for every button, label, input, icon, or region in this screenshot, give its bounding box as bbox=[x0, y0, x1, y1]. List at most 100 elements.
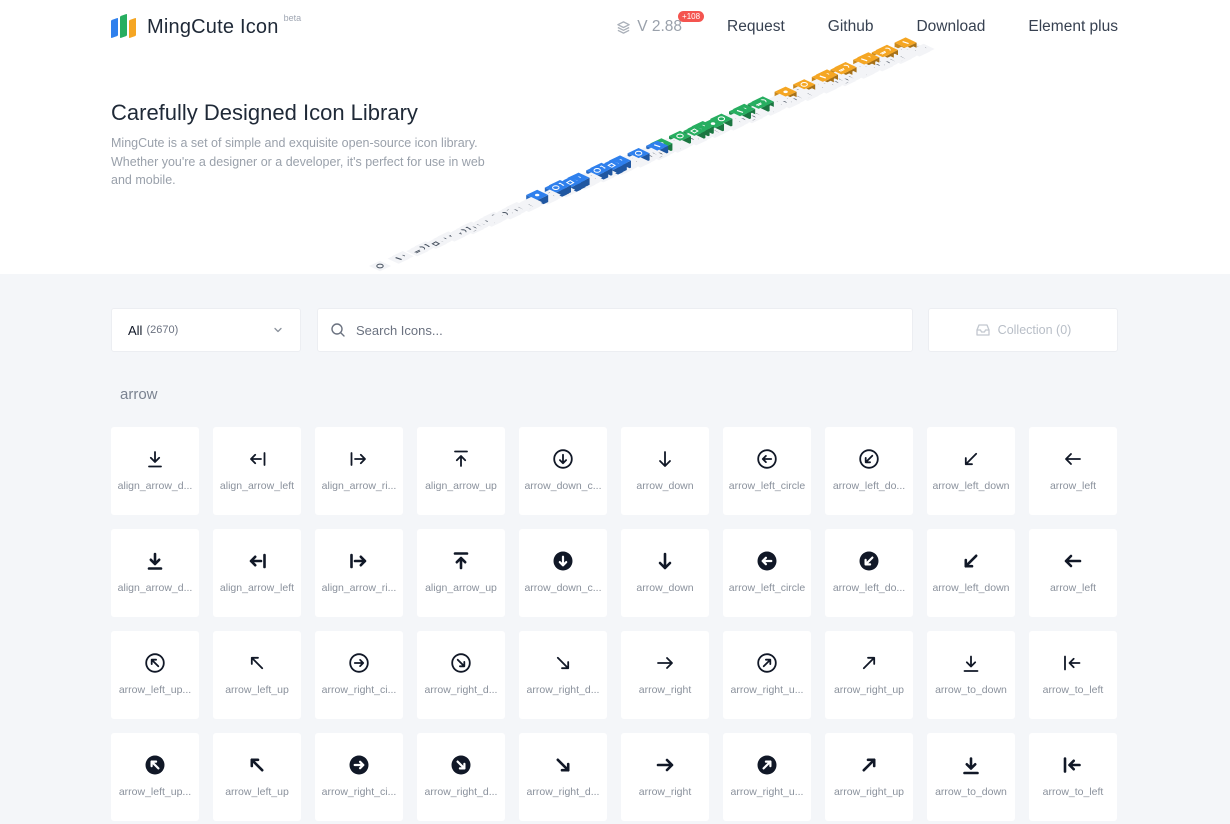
icon-card[interactable]: arrow_left_up bbox=[213, 631, 301, 719]
iso-glyph bbox=[861, 58, 868, 62]
icon-card[interactable]: arrow_left_down bbox=[927, 427, 1015, 515]
icon-card[interactable]: arrow_left bbox=[1029, 427, 1117, 515]
icon-card-label: arrow_left_down bbox=[932, 582, 1010, 594]
icon-card[interactable]: arrow_down_c... bbox=[519, 529, 607, 617]
icon-card[interactable]: arrow_left_circle bbox=[723, 529, 811, 617]
icon-card[interactable]: align_arrow_left bbox=[213, 529, 301, 617]
icon-card[interactable]: arrow_down bbox=[621, 427, 709, 515]
icon-card-label: arrow_right_ci... bbox=[321, 786, 397, 798]
icon-card[interactable]: arrow_right_d... bbox=[417, 733, 505, 821]
arrow-right-fill-icon bbox=[654, 754, 676, 776]
icon-card-label: arrow_right_u... bbox=[730, 684, 804, 696]
arrow-left-circle-fill-icon bbox=[756, 550, 778, 572]
icon-card-label: arrow_to_left bbox=[1042, 786, 1104, 798]
arrow-down-fill-icon bbox=[654, 550, 676, 572]
category-selected: All bbox=[128, 322, 143, 338]
icon-card[interactable]: arrow_to_down bbox=[927, 631, 1015, 719]
icon-card-label: align_arrow_d... bbox=[117, 480, 193, 492]
icon-card-label: arrow_down_c... bbox=[524, 480, 602, 492]
nav-request[interactable]: Request bbox=[727, 18, 785, 35]
chevron-down-icon bbox=[274, 327, 282, 333]
icon-card-label: align_arrow_ri... bbox=[321, 582, 397, 594]
icon-card-label: arrow_left_down bbox=[932, 480, 1010, 492]
icon-card[interactable]: arrow_to_left bbox=[1029, 631, 1117, 719]
icon-card[interactable]: arrow_right_d... bbox=[417, 631, 505, 719]
icon-card-label: arrow_down bbox=[636, 582, 694, 594]
iso-glyph bbox=[552, 185, 560, 191]
iso-glyph bbox=[736, 109, 744, 113]
icon-card[interactable]: arrow_right_ci... bbox=[315, 733, 403, 821]
version-label: V 2.88 bbox=[637, 18, 683, 35]
section-label: arrow bbox=[120, 386, 158, 403]
collection-button[interactable]: Collection (0) bbox=[928, 308, 1118, 352]
icon-card-label: arrow_right_u... bbox=[730, 786, 804, 798]
arrow-right-down-circle-line-icon bbox=[450, 652, 472, 674]
icon-card[interactable]: arrow_left_do... bbox=[825, 529, 913, 617]
arrow-to-down-fill-icon bbox=[960, 754, 982, 776]
icon-card[interactable]: align_arrow_ri... bbox=[315, 427, 403, 515]
icon-card[interactable]: arrow_left bbox=[1029, 529, 1117, 617]
align-arrow-up-line-icon bbox=[450, 448, 472, 470]
icon-card[interactable]: align_arrow_up bbox=[417, 529, 505, 617]
search-input[interactable] bbox=[354, 321, 858, 339]
arrow-left-up-line-icon bbox=[246, 652, 268, 674]
arrow-right-up-circle-line-icon bbox=[756, 652, 778, 674]
icon-card-label: arrow_right bbox=[638, 786, 692, 798]
version-badge: +108 bbox=[678, 11, 705, 22]
icon-card[interactable]: arrow_left_do... bbox=[825, 427, 913, 515]
icon-card[interactable]: arrow_to_down bbox=[927, 733, 1015, 821]
iso-glyph bbox=[431, 241, 441, 247]
icon-card[interactable]: arrow_right_up bbox=[825, 733, 913, 821]
iso-glyph bbox=[395, 257, 402, 261]
brand-logo[interactable]: MingCute Icon beta bbox=[111, 13, 304, 39]
icon-card[interactable]: arrow_right_up bbox=[825, 631, 913, 719]
arrow-left-circle-line-icon bbox=[756, 448, 778, 470]
icon-card[interactable]: align_arrow_up bbox=[417, 427, 505, 515]
icon-card[interactable]: arrow_left_circle bbox=[723, 427, 811, 515]
arrow-left-line-icon bbox=[1062, 448, 1084, 470]
iso-glyph bbox=[565, 180, 575, 186]
icon-card[interactable]: arrow_left_down bbox=[927, 529, 1015, 617]
version-indicator[interactable]: V 2.88 +108 bbox=[616, 11, 705, 36]
nav-element-plus[interactable]: Element plus bbox=[1028, 18, 1118, 35]
iso-glyph bbox=[676, 133, 684, 139]
search-box[interactable] bbox=[317, 308, 913, 352]
icon-card-label: arrow_left_up bbox=[225, 786, 289, 798]
iso-glyph bbox=[414, 249, 421, 254]
icon-card-label: arrow_to_down bbox=[935, 786, 1007, 798]
category-select[interactable]: All (2670) bbox=[111, 308, 301, 352]
beta-label: beta bbox=[283, 13, 302, 23]
icon-card[interactable]: arrow_right_u... bbox=[723, 733, 811, 821]
iso-glyph bbox=[717, 116, 726, 122]
iso-glyph bbox=[654, 144, 661, 148]
collection-label: Collection (0) bbox=[997, 323, 1072, 337]
icon-card[interactable]: arrow_left_up... bbox=[111, 733, 199, 821]
icon-card[interactable]: arrow_down bbox=[621, 529, 709, 617]
icon-card[interactable]: align_arrow_left bbox=[213, 427, 301, 515]
icon-card[interactable]: align_arrow_ri... bbox=[315, 529, 403, 617]
category-count: (2670) bbox=[146, 324, 179, 336]
nav-download[interactable]: Download bbox=[916, 18, 986, 35]
arrow-down-circle-fill-icon bbox=[552, 550, 574, 572]
icon-card[interactable]: arrow_left_up... bbox=[111, 631, 199, 719]
icon-card[interactable]: arrow_to_left bbox=[1029, 733, 1117, 821]
icon-card[interactable]: arrow_down_c... bbox=[519, 427, 607, 515]
iso-glyph bbox=[634, 150, 643, 156]
icon-card[interactable]: arrow_right_u... bbox=[723, 631, 811, 719]
arrow-down-line-icon bbox=[654, 448, 676, 470]
icon-card[interactable]: arrow_right_d... bbox=[519, 631, 607, 719]
icon-card-label: arrow_right_d... bbox=[424, 786, 498, 798]
icon-card-label: arrow_right_d... bbox=[526, 684, 600, 696]
nav-github[interactable]: Github bbox=[827, 18, 874, 35]
icon-card[interactable]: align_arrow_d... bbox=[111, 427, 199, 515]
arrow-left-fill-icon bbox=[1062, 550, 1084, 572]
icon-card[interactable]: arrow_right_d... bbox=[519, 733, 607, 821]
iso-tile bbox=[369, 260, 391, 272]
icon-card[interactable]: arrow_left_up bbox=[213, 733, 301, 821]
icon-card[interactable]: arrow_right_ci... bbox=[315, 631, 403, 719]
icon-card[interactable]: align_arrow_d... bbox=[111, 529, 199, 617]
icon-card[interactable]: arrow_right bbox=[621, 733, 709, 821]
iso-glyph bbox=[783, 90, 788, 94]
icon-card[interactable]: arrow_right bbox=[621, 631, 709, 719]
iso-glyph bbox=[710, 122, 716, 125]
